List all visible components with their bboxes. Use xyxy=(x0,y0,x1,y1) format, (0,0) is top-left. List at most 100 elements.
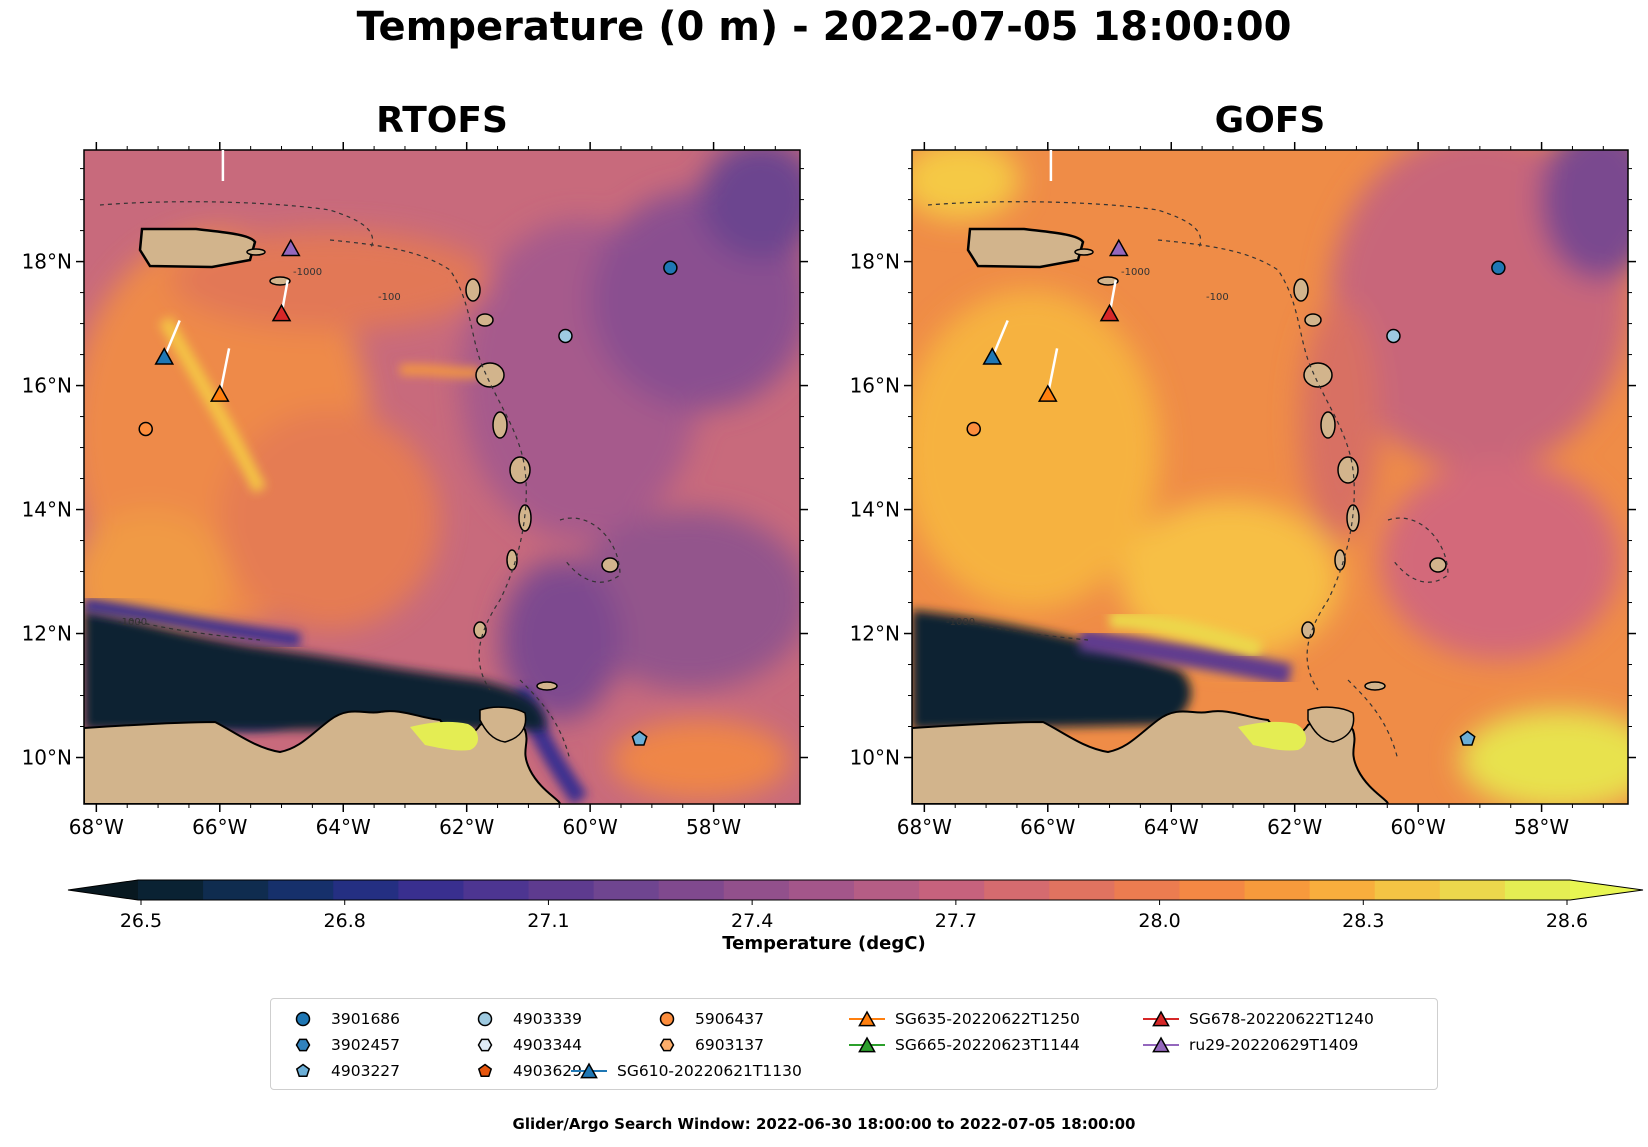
argo-float-marker xyxy=(1459,730,1476,746)
circle-marker-icon xyxy=(659,1011,675,1027)
colorbar-bin xyxy=(984,880,1050,900)
cold-water-band xyxy=(912,610,1191,730)
legend-label: 3901686 xyxy=(331,1010,401,1028)
triangle-marker-icon xyxy=(849,1010,885,1027)
legend-label: 6903137 xyxy=(695,1036,765,1054)
lon-tick-label: 66°W xyxy=(192,815,247,839)
lat-tick-label: 16°N xyxy=(850,374,900,398)
map-frame xyxy=(911,149,1629,805)
colorbar-tick-label: 28.6 xyxy=(1546,910,1588,932)
legend-marker xyxy=(1152,1010,1170,1027)
colorbar-bin xyxy=(1179,880,1246,900)
colorbar-bin xyxy=(1049,880,1115,900)
argo-float-marker xyxy=(1491,260,1506,276)
lat-tick-label: 14°N xyxy=(22,498,72,522)
temperature-pattern xyxy=(912,150,1628,804)
colorbar-bin xyxy=(203,880,269,900)
lon-tick-label: 60°W xyxy=(563,815,618,839)
lon-tick-label: 68°W xyxy=(69,815,124,839)
search-window-caption: Glider/Argo Search Window: 2022-06-30 18… xyxy=(512,1115,1136,1133)
colorbar: 26.5 26.8 27.1 27.4 27.7 28.0 28.3 28.6 xyxy=(67,879,1644,932)
legend-label: 3902457 xyxy=(331,1036,401,1054)
bathymetry-label: -100 xyxy=(1206,292,1229,303)
colorbar-tick-label: 27.1 xyxy=(527,910,569,932)
legend-label: ru29-20220629T1409 xyxy=(1189,1036,1359,1054)
colorbar-tick-label: 26.5 xyxy=(120,910,162,932)
legend-label: 4903344 xyxy=(513,1036,583,1054)
map-frame xyxy=(83,149,801,805)
legend-marker xyxy=(295,1011,311,1027)
colorbar-bin xyxy=(528,880,595,900)
legend-marker xyxy=(477,1038,493,1052)
legend-label: SG678-20220622T1240 xyxy=(1189,1010,1374,1028)
legend-marker xyxy=(1152,1036,1170,1053)
legend-item: SG678-20220622T1240 xyxy=(1139,1007,1374,1031)
colorbar-bin xyxy=(138,880,204,900)
circle-marker-icon xyxy=(477,1011,493,1027)
lat-tick-label: 18°N xyxy=(850,250,900,274)
lon-tick-label: 62°W xyxy=(1267,815,1322,839)
lat-tick-label: 12°N xyxy=(22,622,72,646)
legend-item: 4903227 xyxy=(281,1059,400,1083)
glider-marker xyxy=(1037,384,1058,402)
panel-title-gofs: GOFS xyxy=(1214,100,1326,141)
argo-float-marker xyxy=(558,328,573,344)
legend-marker xyxy=(858,1010,876,1027)
legend: 3901686 3902457 4903227 4903339 4903344 49036… xyxy=(270,998,1438,1090)
lon-tick-label: 62°W xyxy=(439,815,494,839)
glider-marker xyxy=(209,384,230,402)
colorbar-tick-label: 28.3 xyxy=(1342,910,1384,932)
bathymetry-label: -1000 xyxy=(1121,267,1150,278)
triangle-marker-icon xyxy=(849,1036,885,1053)
triangle-marker-icon xyxy=(571,1062,607,1079)
lon-tick-label: 66°W xyxy=(1020,815,1075,839)
legend-item: SG665-20220623T1144 xyxy=(845,1033,1080,1057)
legend-item: SG610-20220621T1130 xyxy=(567,1059,802,1083)
glider-marker xyxy=(280,238,301,257)
legend-label: SG610-20220621T1130 xyxy=(617,1062,802,1080)
colorbar-bin xyxy=(788,880,855,900)
island-puerto-rico xyxy=(138,227,257,269)
map-panel-rtofs: -1000 -1000 -100 68°W 66°W 64°W 62°W 60°W 58°… xyxy=(22,142,808,839)
legend-marker xyxy=(580,1062,598,1079)
gulf-of-paria xyxy=(1238,721,1307,751)
colorbar-bin xyxy=(1504,880,1571,900)
legend-item: 3901686 xyxy=(281,1007,400,1031)
colorbar-bin xyxy=(658,880,725,900)
colorbar-bin xyxy=(333,880,399,900)
lat-tick-label: 12°N xyxy=(850,622,900,646)
glider-marker xyxy=(271,303,292,322)
colorbar-extend-min xyxy=(68,880,138,900)
gulf-of-paria xyxy=(410,721,479,751)
legend-marker xyxy=(477,1011,493,1027)
colorbar-bin xyxy=(1439,880,1506,900)
legend-label: 4903227 xyxy=(331,1062,401,1080)
legend-marker xyxy=(659,1038,675,1052)
legend-marker xyxy=(858,1036,876,1053)
argo-float-marker xyxy=(631,730,648,746)
island-puerto-rico xyxy=(966,227,1085,269)
island-trinidad xyxy=(479,706,527,743)
lon-tick-label: 58°W xyxy=(686,815,741,839)
colorbar-bin xyxy=(398,880,465,900)
colorbar-bin xyxy=(1244,880,1311,900)
legend-item: 6903137 xyxy=(645,1033,764,1057)
legend-item: SG635-20220622T1250 xyxy=(845,1007,1080,1031)
triangle-marker-icon xyxy=(1143,1010,1179,1027)
legend-item: 4903339 xyxy=(463,1007,582,1031)
lon-tick-label: 60°W xyxy=(1391,815,1446,839)
bathymetry-label: -1000 xyxy=(946,617,975,628)
argo-float-marker xyxy=(1386,328,1401,344)
legend-item: 4903629 xyxy=(463,1059,582,1083)
lon-tick-label: 64°W xyxy=(316,815,371,839)
bathymetry-contours xyxy=(99,201,621,761)
colorbar-tick-label: 27.7 xyxy=(935,910,977,932)
lon-tick-label: 68°W xyxy=(897,815,952,839)
colorbar-bin xyxy=(593,880,660,900)
glider-marker xyxy=(154,347,175,365)
figure-title: Temperature (0 m) - 2022-07-05 18:00:00 xyxy=(356,4,1292,50)
lat-tick-label: 14°N xyxy=(850,498,900,522)
glider-marker xyxy=(982,347,1003,365)
lon-tick-label: 58°W xyxy=(1514,815,1569,839)
